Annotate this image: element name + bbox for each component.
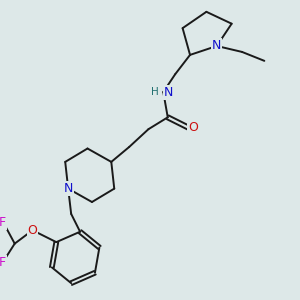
Text: F: F [0, 216, 6, 229]
Text: N: N [64, 182, 73, 195]
Text: O: O [188, 121, 198, 134]
Text: F: F [0, 256, 6, 268]
Text: N: N [212, 40, 221, 52]
Text: H: H [151, 87, 159, 97]
Text: N: N [164, 85, 173, 98]
Text: O: O [28, 224, 38, 237]
